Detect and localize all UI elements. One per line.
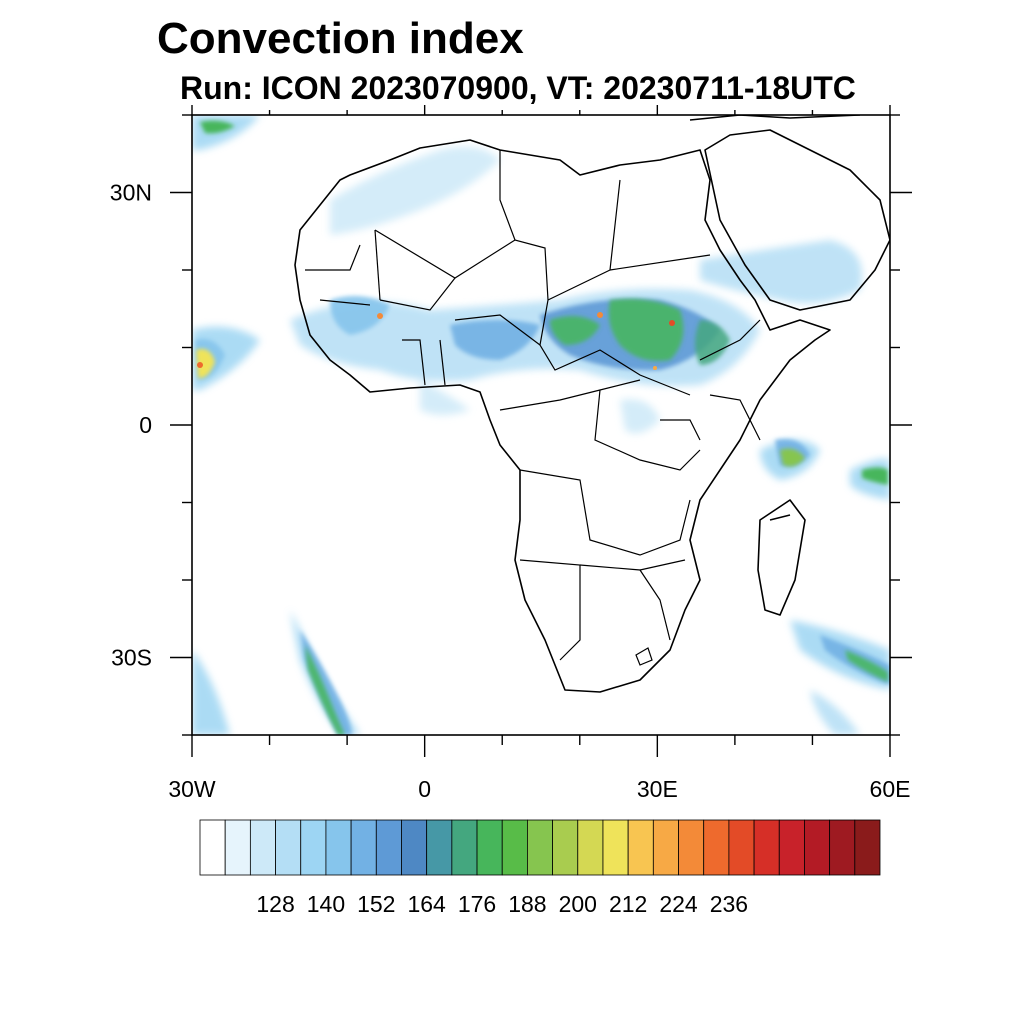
y-tick-label: 30N	[110, 180, 152, 206]
colorbar-swatch	[627, 819, 654, 876]
colorbar-label: 200	[559, 891, 597, 917]
colorbar-label: 140	[307, 891, 345, 917]
colorbar-swatch	[426, 819, 453, 876]
colorbar-swatch	[224, 819, 251, 876]
colorbar-swatch	[199, 819, 226, 876]
colorbar-swatch	[678, 819, 705, 876]
colorbar-label: 128	[256, 891, 294, 917]
x-tick-label: 60E	[870, 776, 911, 802]
colorbar-label: 152	[357, 891, 395, 917]
colorbar-swatch	[854, 819, 881, 876]
colorbar-swatch	[300, 819, 327, 876]
x-tick-label: 30W	[168, 776, 216, 802]
colorbar-swatch	[703, 819, 730, 876]
colorbar-label: 164	[407, 891, 446, 917]
colorbar-swatch	[602, 819, 629, 876]
colorbar-swatch	[728, 819, 755, 876]
colorbar-swatch	[753, 819, 780, 876]
colorbar-swatch	[375, 819, 402, 876]
y-tick-label: 30S	[111, 645, 152, 671]
colorbar-swatch	[804, 819, 831, 876]
colorbar-swatch	[401, 819, 428, 876]
colorbar-swatch	[527, 819, 553, 876]
colorbar-swatch	[476, 819, 503, 876]
colorbar-swatch	[350, 819, 377, 876]
colorbar-swatch	[577, 819, 604, 876]
colorbar-label: 176	[458, 891, 496, 917]
colorbar-label: 212	[609, 891, 647, 917]
colorbar-swatch	[829, 819, 856, 876]
axis-labels: 30W 0 30E 60E 30N 0 30S	[110, 180, 911, 803]
x-tick-label: 30E	[637, 776, 678, 802]
y-tick-label: 0	[139, 412, 152, 438]
axis-ticks	[170, 105, 912, 757]
x-tick-label: 0	[418, 776, 431, 802]
colorbar-swatch	[275, 819, 302, 876]
colorbar-label: 236	[710, 891, 748, 917]
colorbar-swatch	[325, 819, 352, 876]
colorbar-swatch	[552, 819, 579, 876]
colorbar-swatch	[501, 819, 528, 876]
country-borders	[305, 150, 761, 666]
colorbar-swatch	[652, 819, 679, 876]
colorbar-swatch	[778, 819, 805, 876]
colorbar: 128 140 152 164 176 188 200 212 224 236	[199, 819, 881, 917]
colorbar-swatch	[451, 819, 478, 876]
colorbar-swatch	[249, 819, 276, 876]
colorbar-label: 188	[508, 891, 546, 917]
convection-field	[192, 115, 890, 735]
coastlines	[294, 115, 890, 693]
colorbar-label: 224	[659, 891, 698, 917]
chart-title: Convection index	[157, 14, 524, 63]
chart-subtitle: Run: ICON 2023070900, VT: 20230711-18UTC	[180, 70, 856, 106]
